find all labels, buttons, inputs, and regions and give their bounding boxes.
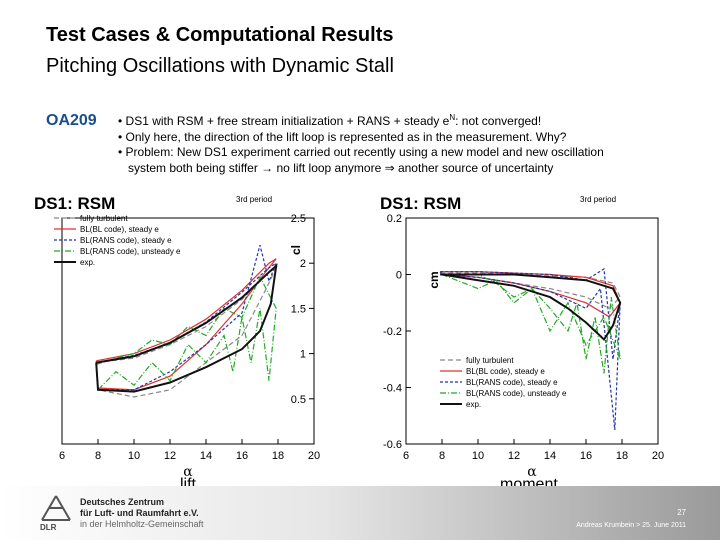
x-tick-label: 14 [544,450,556,462]
bullet-list: • DS1 with RSM + free stream initializat… [118,110,708,176]
series-line-3 [95,244,278,391]
plot-frame [405,217,659,445]
y-tick-label: 1 [300,349,306,361]
legend-entry: fully turbulent [466,356,514,365]
legend-entry: BL(BL code), steady e [80,225,159,234]
slide-subtitle: Pitching Oscillations with Dynamic Stall [46,55,394,77]
legend-entry: BL(RANS code), steady e [80,236,172,245]
x-tick-label: 6 [403,450,409,462]
series-line-5 [440,273,622,342]
org-line-3: in der Helmholtz-Gemeinschaft [80,519,204,529]
bullet-1-sup: N [449,113,456,122]
y-tick-label: 2.5 [291,213,306,225]
x-tick-label: 12 [508,450,520,462]
bullet-3: • Problem: New DS1 experiment carried ou… [118,145,604,159]
x-tick-label: 20 [652,450,664,462]
lift-chart: DS1: RSM 3rd period 6 8 10 12 14 16 18 20 0.5 1 1.5 2… [34,194,320,480]
x-tick-label: 18 [272,450,284,462]
x-tick-label: 8 [439,450,445,462]
author-date: Andreas Krumbein > 25. June 2011 [576,522,686,529]
x-tick-label: 16 [236,450,248,462]
y-tick-label: 1.5 [291,303,306,315]
bullet-1: • DS1 with RSM + free stream initializat… [118,110,708,130]
period-label: 3rd period [236,195,272,204]
series-line-4 [95,275,277,392]
dlr-logo-icon: DLR [40,495,71,532]
series-line-1 [95,266,278,398]
chart-title: DS1: RSM [34,194,115,213]
y-tick-label: -0.4 [383,383,402,395]
y-tick-label: 0 [396,270,402,282]
x-tick-label: 20 [308,450,320,462]
x-tick-label: 14 [200,450,212,462]
bullet-3-continued: system both being stiffer → no lift loop… [128,160,554,175]
bullet-1-text: • DS1 with RSM + free stream initializat… [118,114,450,128]
airfoil-label: OA209 [46,112,97,129]
bullet-2: • Only here, the direction of the lift l… [118,129,567,144]
x-tick-label: 8 [95,450,101,462]
x-tick-label: 10 [472,450,484,462]
org-line-1: Deutsches Zentrum [80,497,165,507]
y-tick-label: 0.2 [387,213,402,225]
x-axis-label: α [527,464,537,480]
slide-title: Test Cases & Computational Results [46,24,394,46]
series-line-3 [439,267,621,430]
organization-name: Deutsches Zentrum für Luft- und Raumfahr… [80,497,204,530]
x-tick-label: 6 [59,450,65,462]
series-line-5 [95,263,278,393]
x-tick-label: 18 [616,450,628,462]
series-line-2 [95,258,277,391]
moment-chart: DS1: RSM 3rd period 6 8 10 12 14 16 18 20 -0.6 -0.4… [380,194,664,480]
x-axis-label: α [183,464,193,480]
series-line-4 [440,273,621,374]
y-tick-label: -0.2 [383,326,402,338]
y-tick-label: -0.6 [383,439,402,451]
legend-entry: BL(BL code), steady e [466,367,545,376]
org-line-2: für Luft- und Raumfahrt e.V. [80,508,199,518]
dlr-logo-text: DLR [40,523,57,532]
plot-frame [61,217,315,445]
legend-entry: exp. [466,400,481,409]
y-axis-label: cl [289,245,303,255]
y-axis-label: cm [427,271,441,288]
x-tick-label: 16 [580,450,592,462]
footer-bar [0,486,720,540]
bullet-1-tail: : not converged! [455,114,542,128]
legend-entry: exp. [80,258,95,267]
page-number: 27 [677,508,686,517]
legend-entry: BL(RANS code), unsteady e [466,389,567,398]
x-tick-label: 10 [128,450,140,462]
period-label: 3rd period [580,195,616,204]
legend-entry: BL(RANS code), unsteady e [80,247,181,256]
chart-title: DS1: RSM [380,194,461,213]
x-tick-label: 12 [164,450,176,462]
legend-entry: fully turbulent [80,214,128,223]
y-tick-label: 2 [300,258,306,270]
y-tick-label: 0.5 [291,394,306,406]
legend-entry: BL(RANS code), steady e [466,378,558,387]
